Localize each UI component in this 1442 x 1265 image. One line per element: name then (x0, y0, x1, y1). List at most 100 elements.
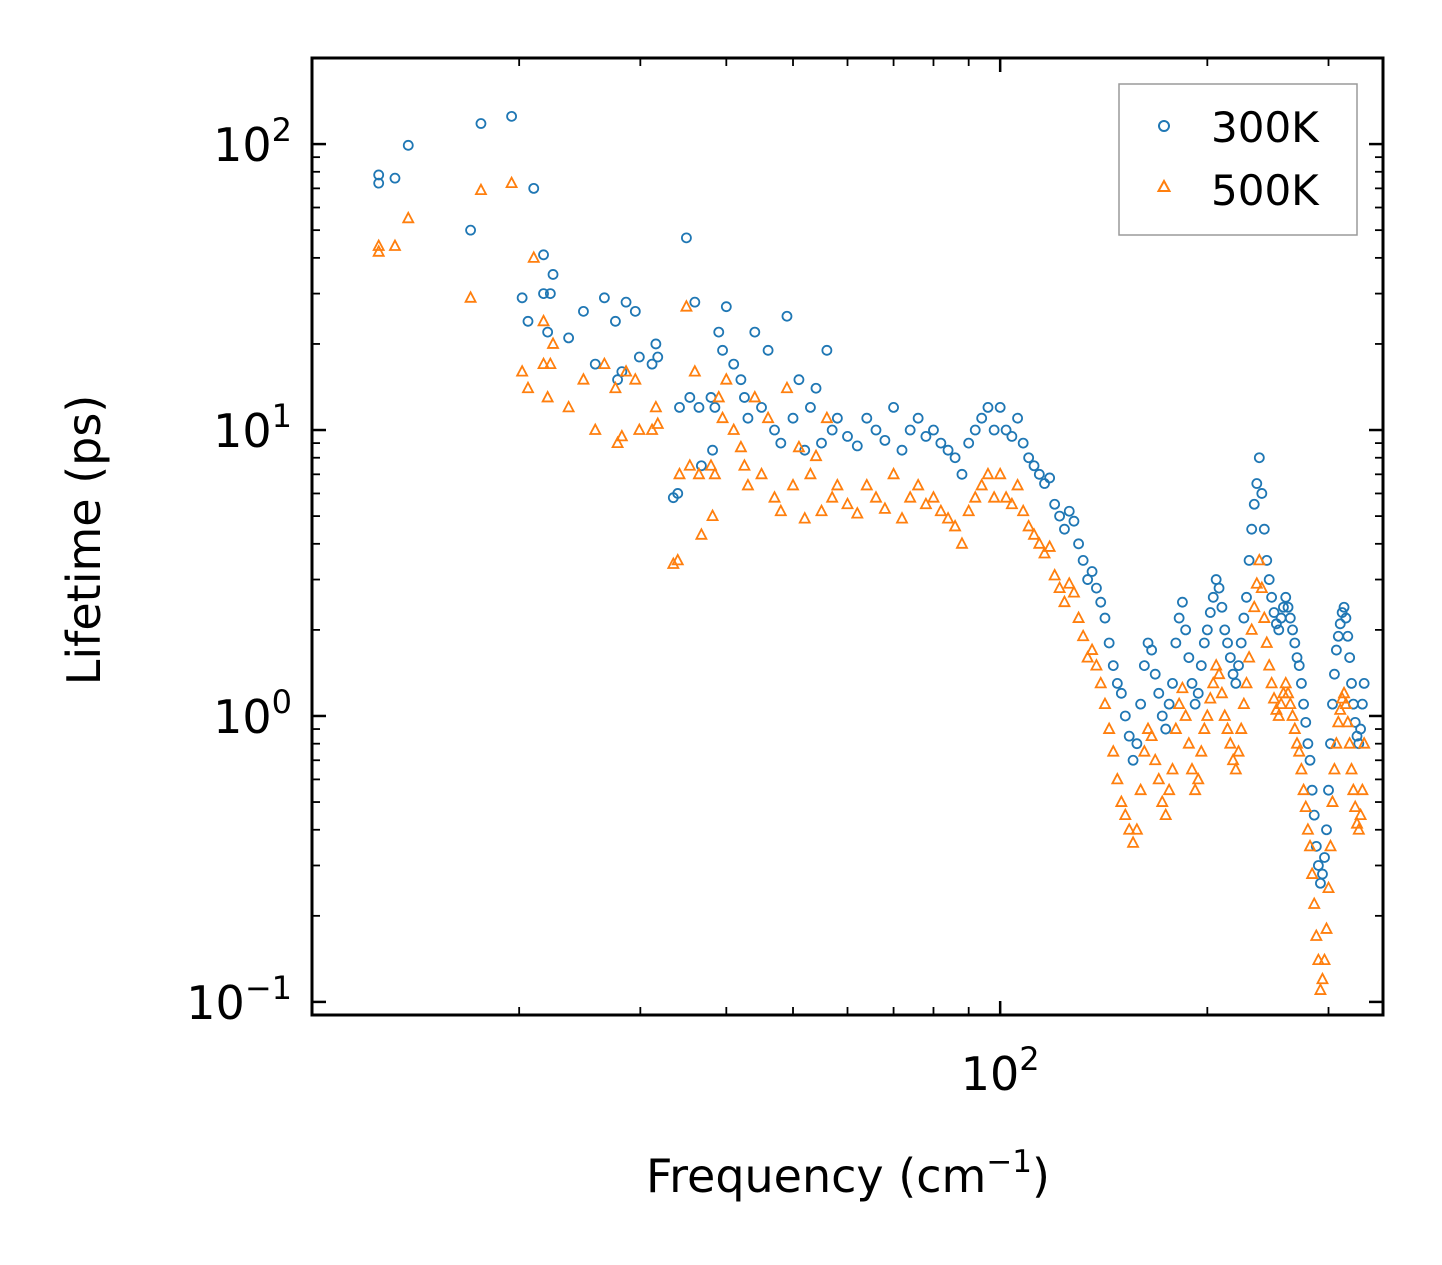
plot-frame (310, 56, 1385, 1017)
data-point-500k (1221, 721, 1235, 734)
data-point-500k (666, 556, 680, 569)
data-point-500k (1159, 807, 1173, 821)
data-point-300k (1216, 601, 1228, 613)
data-point-500k (1102, 721, 1116, 734)
data-point-300k (1146, 644, 1158, 656)
legend-label-500k: 500K (1211, 166, 1320, 215)
y-tick-label: 102 (213, 111, 292, 172)
data-point-300k (1149, 668, 1161, 680)
data-point-500k (651, 416, 665, 429)
data-point-300k (842, 430, 853, 442)
data-point-500k (755, 466, 769, 480)
data-point-300k (1063, 505, 1075, 517)
data-point-300k (1028, 460, 1040, 472)
data-point-300k (629, 305, 641, 317)
data-point-500k (1134, 782, 1148, 796)
data-point-300k (1160, 723, 1172, 735)
data-point-300k (851, 440, 863, 452)
data-point-500k (878, 501, 892, 514)
data-point-500k (1072, 610, 1086, 623)
data-point-300k (1329, 668, 1340, 680)
data-point-500k (820, 410, 834, 424)
data-point-300k (547, 269, 559, 280)
data-point-500k (941, 511, 955, 524)
data-point-300k (612, 374, 623, 386)
data-point-500k (734, 439, 748, 453)
data-point-500k (1081, 650, 1095, 663)
data-point-500k (841, 496, 854, 510)
data-point-500k (1062, 576, 1076, 589)
data-point-300k (1238, 612, 1250, 624)
data-point-500k (706, 508, 720, 522)
data-point-500k (786, 478, 800, 491)
data-point-500k (679, 299, 693, 312)
data-point-500k (1239, 675, 1253, 689)
data-point-300k (1192, 687, 1204, 699)
data-point-300k (684, 392, 696, 403)
data-point-300k (1235, 637, 1247, 649)
data-point-300k (516, 292, 528, 304)
data-point-500k (975, 478, 989, 491)
data-point-300k (861, 412, 873, 424)
data-point-500k (628, 372, 642, 385)
data-point-300k (1127, 754, 1139, 766)
data-point-500k (1333, 702, 1347, 715)
data-point-500k (803, 466, 817, 480)
data-point-500k (727, 422, 741, 435)
legend: 300K 500K (1118, 83, 1358, 236)
legend-marker-500k (1156, 178, 1172, 192)
data-point-500k (388, 238, 402, 251)
data-point-300k (1310, 840, 1322, 852)
data-point-300k (1213, 582, 1225, 594)
data-point-300k (969, 424, 981, 436)
data-point-300k (544, 288, 556, 299)
data-point-300k (1170, 637, 1182, 649)
data-point-300k (870, 424, 882, 436)
data-point-500k (798, 511, 812, 524)
data-point-300k (739, 392, 750, 403)
data-point-300k (988, 424, 1000, 436)
data-point-300k (1012, 412, 1023, 424)
data-point-500k (1179, 708, 1193, 721)
data-point-500k (515, 364, 529, 377)
data-point-500k (464, 290, 478, 303)
data-point-300k (1246, 523, 1258, 535)
data-point-500k (1355, 782, 1369, 796)
data-point-300k (1253, 452, 1265, 464)
series-300k (373, 110, 1370, 889)
data-point-500k (993, 466, 1007, 480)
data-point-300k (826, 424, 838, 436)
data-point-300k (1091, 582, 1102, 594)
data-point-500k (1257, 610, 1271, 623)
data-point-500k (671, 552, 685, 566)
data-point-500k (830, 478, 844, 491)
data-point-500k (632, 422, 646, 435)
data-point-500k (649, 399, 663, 413)
data-point-500k (537, 313, 551, 327)
data-point-300k (935, 437, 947, 449)
data-point-300k (1282, 601, 1294, 613)
data-point-300k (1243, 554, 1255, 566)
data-point-300k (1268, 607, 1280, 618)
data-point-500k (1106, 744, 1120, 757)
data-point-300k (1123, 730, 1135, 742)
data-point-300k (1044, 472, 1056, 484)
data-point-500k (1172, 696, 1186, 710)
data-point-500k (1076, 628, 1090, 642)
data-point-500k (1005, 496, 1019, 510)
data-point-300k (805, 401, 816, 413)
data-point-500k (869, 490, 883, 503)
data-point-300k (538, 288, 549, 299)
data-point-500k (1255, 580, 1269, 594)
data-point-300k (720, 301, 732, 313)
data-point-500k (1267, 691, 1281, 704)
data-point-300k (1317, 868, 1328, 880)
data-point-500k (1145, 728, 1159, 742)
data-point-300k (695, 460, 707, 472)
data-point-300k (1173, 612, 1185, 624)
data-point-300k (1302, 738, 1314, 750)
data-point-300k (650, 338, 662, 350)
data-point-300k (1251, 478, 1263, 489)
data-point-300k (799, 444, 811, 456)
data-point-500k (1348, 799, 1362, 813)
